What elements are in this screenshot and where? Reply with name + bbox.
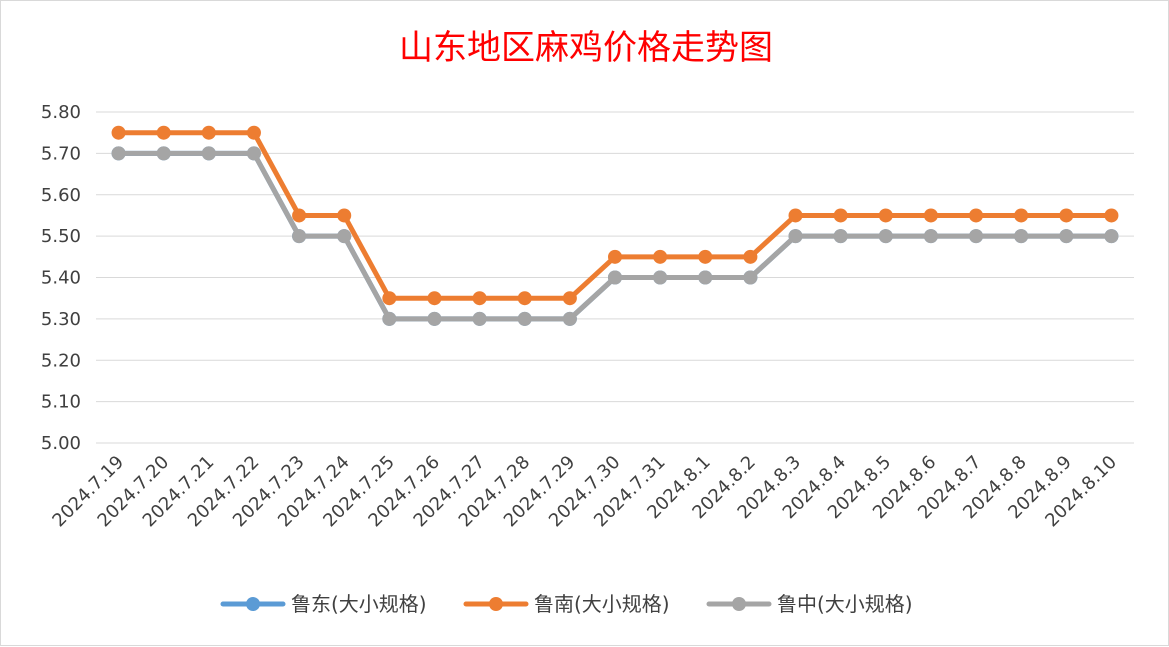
data-point — [1014, 229, 1029, 244]
data-point — [472, 291, 487, 306]
data-point — [788, 229, 803, 244]
y-tick-label: 5.10 — [41, 392, 81, 413]
series-1 — [111, 125, 1119, 306]
data-point — [201, 125, 216, 140]
data-point — [698, 249, 713, 264]
data-point — [1104, 229, 1119, 244]
data-point — [698, 270, 713, 285]
legend-item: 鲁东(大小规格) — [220, 592, 427, 616]
data-point — [1104, 208, 1119, 223]
legend-label: 鲁东(大小规格) — [291, 592, 427, 616]
x-axis-ticks: 2024.7.192024.7.202024.7.212024.7.222024… — [48, 452, 1120, 532]
data-point — [743, 249, 758, 264]
data-point — [923, 208, 938, 223]
legend-swatch-marker — [489, 597, 503, 611]
legend-swatch-marker — [246, 597, 260, 611]
y-tick-label: 5.70 — [41, 143, 81, 164]
data-point — [246, 125, 261, 140]
data-point — [653, 249, 668, 264]
data-point — [472, 311, 487, 326]
series-group — [111, 125, 1119, 326]
data-point — [517, 311, 532, 326]
data-point — [878, 208, 893, 223]
data-point — [111, 125, 126, 140]
data-point — [292, 208, 307, 223]
data-point — [878, 229, 893, 244]
data-point — [608, 270, 622, 285]
y-tick-label: 5.80 — [41, 102, 81, 123]
data-point — [337, 208, 352, 223]
data-point — [969, 229, 984, 244]
data-point — [1014, 208, 1029, 223]
data-point — [788, 208, 803, 223]
data-point — [562, 311, 577, 326]
data-point — [1059, 208, 1074, 223]
legend-item: 鲁南(大小规格) — [463, 592, 670, 616]
data-point — [111, 146, 126, 161]
y-tick-label: 5.40 — [41, 268, 81, 289]
data-point — [833, 208, 848, 223]
chart-title: 山东地区麻鸡价格走势图 — [399, 28, 773, 68]
data-point — [427, 311, 442, 326]
data-point — [201, 146, 216, 161]
legend-label: 鲁中(大小规格) — [777, 592, 913, 616]
y-tick-label: 5.30 — [41, 309, 81, 330]
data-point — [562, 291, 577, 306]
data-point — [427, 291, 442, 306]
y-tick-label: 5.00 — [41, 433, 81, 454]
data-point — [292, 229, 307, 244]
legend: 鲁东(大小规格) 鲁南(大小规格) 鲁中(大小规格) — [220, 592, 913, 616]
data-point — [382, 311, 397, 326]
y-axis-ticks: 5.00 5.10 5.20 5.30 5.40 5.50 5.60 5.70 5.80 — [41, 102, 81, 454]
data-point — [156, 146, 171, 161]
data-point — [653, 270, 668, 285]
legend-item: 鲁中(大小规格) — [706, 592, 913, 616]
y-tick-label: 5.60 — [41, 185, 81, 206]
data-point — [517, 291, 532, 306]
data-point — [608, 249, 622, 264]
legend-swatch-marker — [732, 597, 746, 611]
data-point — [246, 146, 261, 161]
data-point — [833, 229, 848, 244]
data-point — [969, 208, 984, 223]
data-point — [1059, 229, 1074, 244]
data-point — [382, 291, 397, 306]
y-tick-label: 5.50 — [41, 226, 81, 247]
data-point — [156, 125, 171, 140]
legend-label: 鲁南(大小规格) — [534, 592, 670, 616]
y-tick-label: 5.20 — [41, 350, 81, 371]
data-point — [337, 229, 352, 244]
series-2 — [111, 146, 1119, 326]
data-point — [923, 229, 938, 244]
data-point — [743, 270, 758, 285]
